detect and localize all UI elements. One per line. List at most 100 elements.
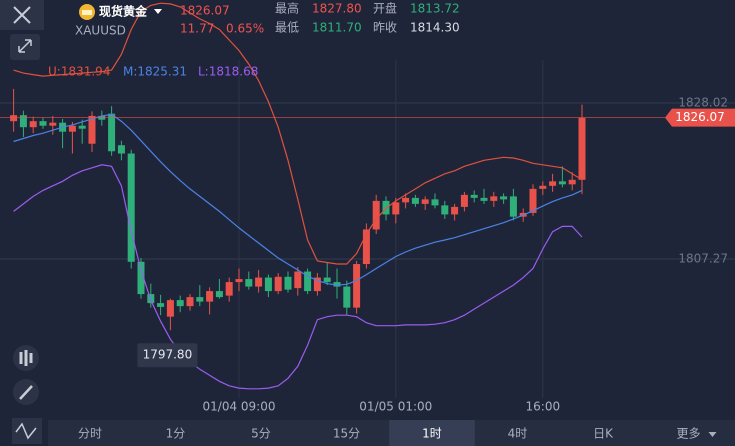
draw-tool-icon xyxy=(19,385,33,400)
candle-body xyxy=(206,291,214,302)
candle-body xyxy=(500,196,508,200)
indicator-tool-icon xyxy=(15,422,37,440)
tab-dropdown-arrow xyxy=(708,432,717,437)
stat-label: 最低 xyxy=(275,21,299,35)
tabs: 分时 1分 5分 15分 1时 4时 日K 更多 xyxy=(78,420,717,446)
gold-icon-bar xyxy=(82,10,92,15)
change: 11.77 xyxy=(180,22,214,36)
candle-body xyxy=(137,261,145,295)
low-annotation-label: 1797.80 xyxy=(143,348,193,362)
candle-body xyxy=(402,197,410,203)
candle-body xyxy=(19,115,27,128)
candle-body xyxy=(10,115,18,122)
tab[interactable]: 分时 xyxy=(78,427,102,441)
tab[interactable]: 4时 xyxy=(508,427,528,441)
candle-body xyxy=(176,300,184,307)
tab[interactable]: 1分 xyxy=(166,427,186,441)
candle-body xyxy=(549,181,557,186)
close-icon xyxy=(13,6,31,24)
candle-body xyxy=(372,200,380,230)
stat-value: 1827.80 xyxy=(312,2,362,16)
tab[interactable]: 1时 xyxy=(422,427,442,441)
candle-body xyxy=(480,197,488,201)
candle-body xyxy=(568,179,576,185)
candle-body xyxy=(441,205,449,215)
candle-body xyxy=(235,279,243,283)
tab[interactable]: 15分 xyxy=(333,427,360,441)
y-tick-label: 1807.27 xyxy=(678,251,728,265)
candle-body xyxy=(264,277,272,292)
candle-body xyxy=(460,194,468,207)
legend-entry: U:1831.94 xyxy=(48,65,110,79)
candle-body xyxy=(196,297,204,302)
candle-body xyxy=(49,122,57,126)
candle-body xyxy=(215,291,223,298)
stat-value: 1811.70 xyxy=(312,21,362,35)
candle-body xyxy=(117,145,125,154)
candle-body xyxy=(333,282,341,287)
candle-body xyxy=(29,121,37,128)
symbol: XAUUSD xyxy=(75,24,126,38)
candle-body xyxy=(392,202,400,215)
instrument-name[interactable]: 现货黄金 xyxy=(99,4,148,19)
stat-value: 1813.72 xyxy=(410,2,460,16)
header-price: 1826.07 xyxy=(180,4,230,18)
tab[interactable]: 更多 xyxy=(676,427,700,441)
candle-body xyxy=(490,196,498,201)
plot: 1828.02 1807.27 01/04 09:00 01/05 01:00 16:0… xyxy=(0,2,735,414)
candle-body xyxy=(186,297,194,307)
y-tick-label: 1828.02 xyxy=(678,95,728,109)
candle-body xyxy=(68,125,76,132)
stat-label: 开盘 xyxy=(373,1,397,16)
candle-body xyxy=(245,279,253,287)
change-pct: 0.65% xyxy=(226,22,264,36)
candle-body xyxy=(157,303,165,307)
band-line xyxy=(13,164,583,390)
candle-body xyxy=(529,188,537,213)
dropdown-arrow[interactable] xyxy=(154,9,162,14)
tab[interactable]: 5分 xyxy=(251,427,271,441)
stat-label: 昨收 xyxy=(373,21,397,35)
candle-body xyxy=(343,286,351,308)
stat-label: 最高 xyxy=(275,1,299,16)
legend-entry: L:1818.68 xyxy=(198,65,258,79)
candle-body xyxy=(451,206,459,215)
tab-selected-bg xyxy=(389,420,475,446)
candle-body xyxy=(421,199,429,204)
candle-body xyxy=(539,185,547,189)
candle-body xyxy=(578,117,586,180)
candle-body xyxy=(323,277,331,283)
tab[interactable]: 日K xyxy=(593,427,614,441)
last-price-label: 1826.07 xyxy=(675,110,725,124)
band-line xyxy=(13,113,583,286)
candle-body xyxy=(353,264,361,308)
band-line xyxy=(13,2,583,265)
candle-body xyxy=(431,199,439,206)
candle-body xyxy=(284,276,292,290)
candle-body xyxy=(274,276,282,292)
candle-body xyxy=(255,277,263,287)
expand-icon xyxy=(18,39,32,53)
stat-value: 1814.30 xyxy=(410,21,460,35)
x-tick-label: 01/04 09:00 xyxy=(203,400,276,414)
candle-body xyxy=(108,113,116,152)
x-tick-label: 01/05 01:00 xyxy=(359,400,432,414)
candle-body xyxy=(39,121,47,126)
candle-body xyxy=(304,271,312,292)
candle-body xyxy=(225,282,233,296)
candle-body xyxy=(313,277,321,292)
candle-body xyxy=(166,300,174,317)
candle-body xyxy=(411,197,419,204)
last-price-tag xyxy=(665,108,735,127)
low-annotation-box xyxy=(137,343,198,368)
candle-tool-icon xyxy=(19,350,33,366)
candle-body xyxy=(470,194,478,198)
candle-body xyxy=(78,125,86,129)
candle-body xyxy=(88,115,96,144)
candle-body xyxy=(509,196,517,217)
candle-body xyxy=(362,229,370,265)
candle-body xyxy=(127,153,135,262)
candle-body xyxy=(558,181,566,185)
